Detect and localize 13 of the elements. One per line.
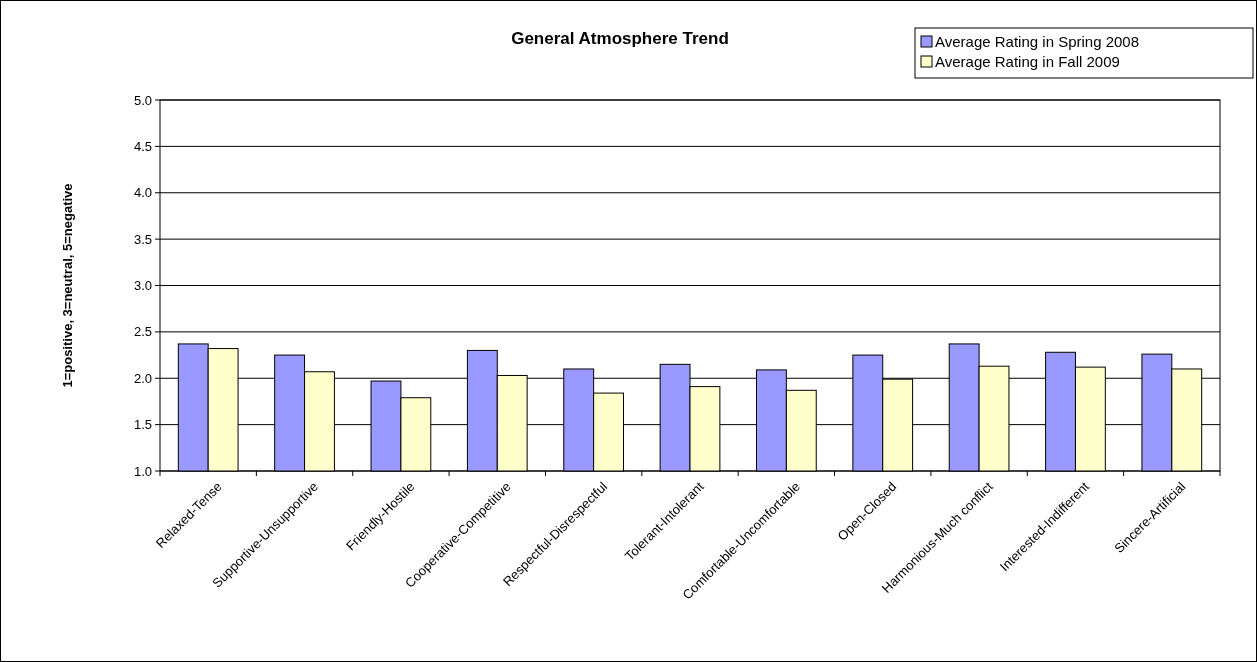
y-tick-label: 3.0 bbox=[133, 278, 152, 294]
y-tick-label: 1.5 bbox=[133, 417, 152, 433]
legend-label: Average Rating in Fall 2009 bbox=[935, 53, 1120, 71]
y-axis-title: 1=positive, 3=neutral, 5=negative bbox=[60, 183, 75, 388]
y-tick-label: 4.0 bbox=[133, 185, 152, 201]
chart-title: General Atmosphere Trend bbox=[511, 29, 729, 48]
y-tick-label: 2.0 bbox=[133, 370, 152, 386]
y-tick-label: 2.5 bbox=[133, 324, 152, 340]
y-tick-label: 1.0 bbox=[133, 463, 152, 479]
y-tick-label: 3.5 bbox=[133, 231, 152, 247]
legend-label: Average Rating in Spring 2008 bbox=[935, 33, 1140, 51]
y-tick-label: 5.0 bbox=[133, 92, 152, 108]
y-tick-label: 4.5 bbox=[133, 138, 152, 154]
